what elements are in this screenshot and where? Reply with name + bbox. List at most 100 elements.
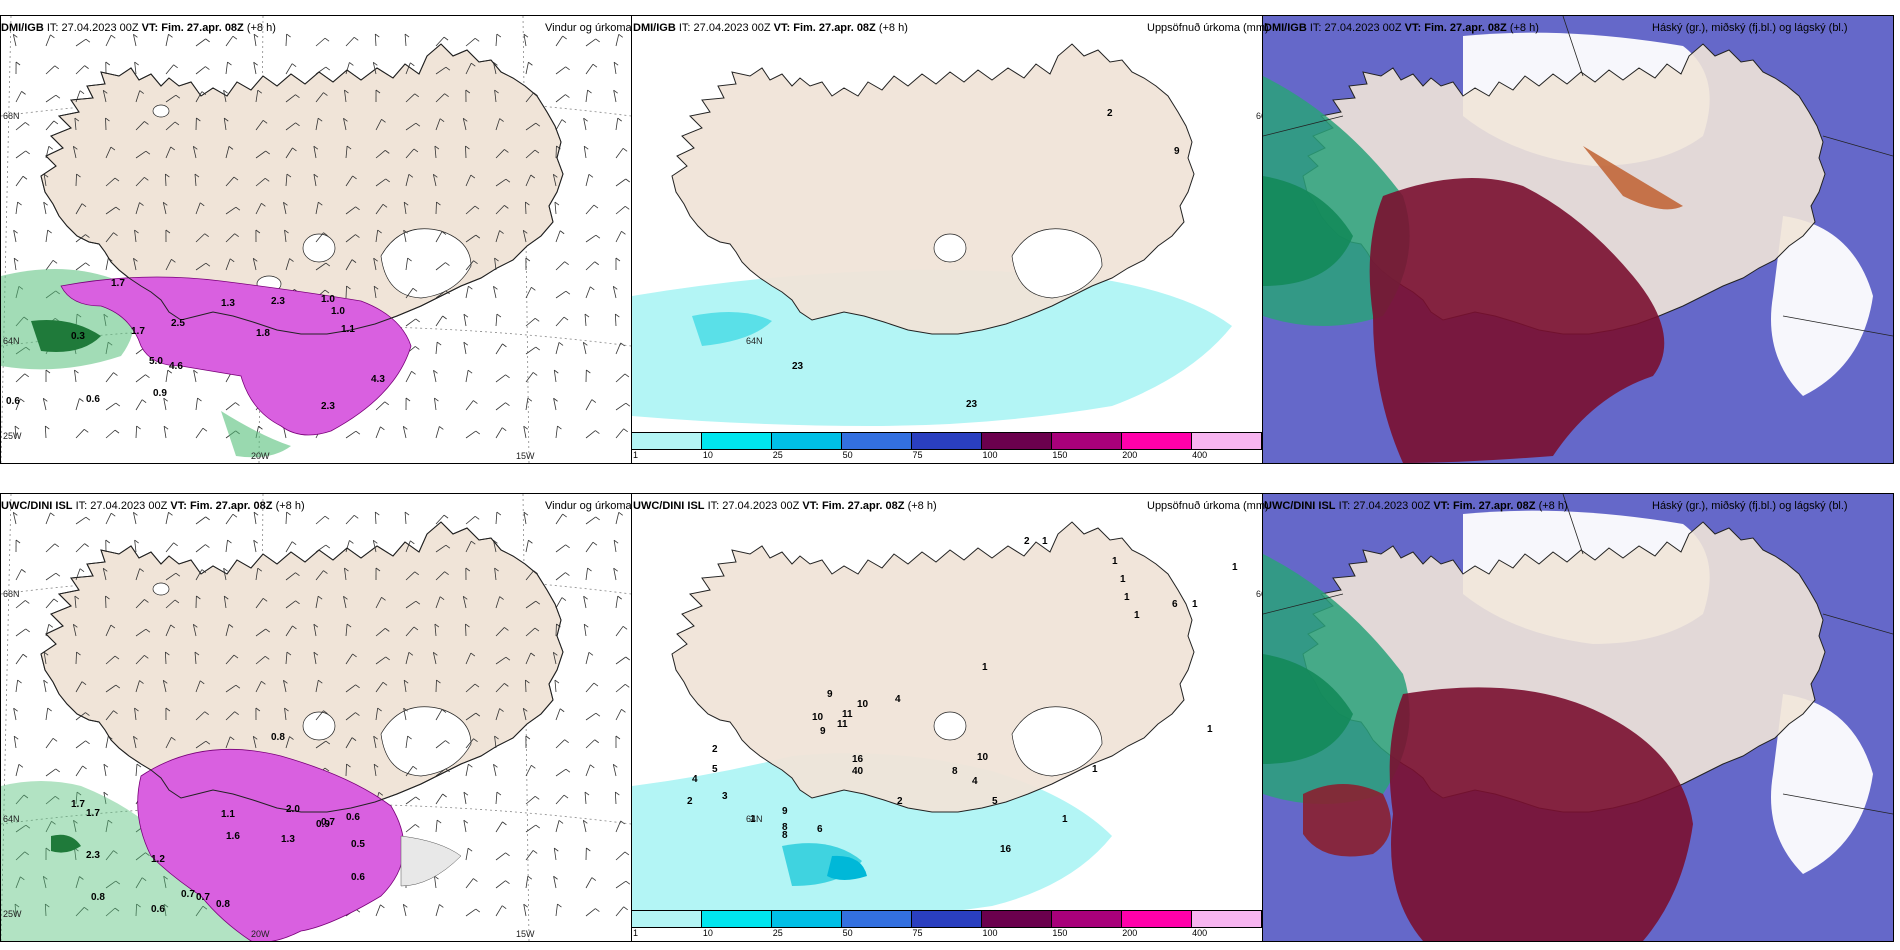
lead-time: (+8 h)	[275, 500, 305, 512]
it-label: IT:	[1309, 22, 1322, 34]
value-label: 8	[952, 766, 958, 777]
value-label: 0.9	[153, 388, 167, 399]
glaciers	[933, 228, 1103, 299]
panel-wind-uwc: 66N 64N 25W 20W 15W 0.8 1.7 1.2 0.7 1.1 2.0 1.3 0.9 0…	[0, 493, 632, 942]
value-label: 1	[1124, 592, 1130, 603]
panel-cloud-uwc	[1262, 493, 1894, 942]
value-label: 4.6	[169, 361, 183, 372]
lead-time: (+8 h)	[246, 22, 276, 34]
vt-label: VT:	[1404, 22, 1422, 34]
lead-time: (+8 h)	[1538, 500, 1568, 512]
vt-value: Fim. 27.apr. 08Z	[821, 500, 905, 512]
lon-label: 20W	[251, 929, 270, 939]
vt-value: Fim. 27.apr. 08Z	[189, 500, 273, 512]
value-label: 1	[982, 662, 988, 673]
vt-label: VT:	[141, 22, 159, 34]
panel-wind-dmi: 66N 64N 25W 20W 15W 1.7 1.3 1.7 2.5 2.3 1.8 1.0 1.0 1…	[0, 15, 632, 464]
value-label: 9	[820, 726, 826, 737]
cloud-field	[1263, 494, 1893, 941]
field-title: Vindur og úrkoma	[545, 500, 632, 512]
value-label: 1	[750, 814, 756, 825]
it-value: 27.04.2023 00Z	[1353, 500, 1431, 512]
panel-accum-dmi: 64N 66N 2 9 23 23	[631, 15, 1263, 464]
value-label: 10	[977, 752, 989, 763]
value-label: 4	[972, 776, 978, 787]
value-label: 40	[852, 766, 864, 777]
precip-field	[1, 268, 412, 458]
value-label: 0.7	[181, 889, 195, 900]
value-label: 1	[1134, 610, 1140, 621]
value-label: 1	[1042, 536, 1048, 547]
lat-label: 64N	[746, 336, 763, 346]
cloud-map	[1263, 16, 1893, 463]
value-label: 0.6	[346, 812, 360, 823]
value-label: 1.2	[151, 854, 165, 865]
model-name: DMI/IGB	[633, 22, 676, 34]
lon-label: 15W	[516, 451, 535, 461]
value-label: 16	[852, 754, 864, 765]
panel-header: UWC/DINI ISL IT: 27.04.2023 00Z VT: Fim.…	[633, 500, 937, 512]
value-label: 4.3	[371, 374, 385, 385]
value-label: 2	[897, 796, 903, 807]
value-label: 1	[1207, 724, 1213, 735]
lat-label: 64N	[3, 336, 20, 346]
panel-header: DMI/IGB IT: 27.04.2023 00Z VT: Fim. 27.a…	[1264, 22, 1539, 34]
colorbar-tick-label: 200	[1122, 928, 1138, 938]
value-label: 1	[1062, 814, 1068, 825]
model-name: UWC/DINI ISL	[1264, 500, 1336, 512]
lon-label: 15W	[516, 929, 535, 939]
precip-field	[1, 748, 462, 941]
value-label: 0.3	[71, 331, 85, 342]
value-label: 5.0	[149, 356, 163, 367]
it-label: IT:	[1338, 500, 1351, 512]
colorbar-tick-label: 50	[842, 450, 853, 460]
vt-value: Fim. 27.apr. 08Z	[793, 22, 876, 34]
panel-header: UWC/DINI ISL IT: 27.04.2023 00Z VT: Fim.…	[1, 500, 305, 512]
colorbar-swatch	[1192, 911, 1261, 927]
value-label: 0.9	[316, 819, 330, 830]
colorbar	[631, 910, 1262, 928]
value-label: 23	[966, 399, 978, 410]
value-label: 0.8	[271, 732, 285, 743]
panel-cloud-dmi	[1262, 15, 1894, 464]
value-label: 9	[827, 689, 833, 700]
colorbar-swatch	[702, 911, 772, 927]
vt-label: VT:	[1433, 500, 1450, 512]
it-value: 27.04.2023 00Z	[722, 500, 800, 512]
lead-time: (+8 h)	[907, 500, 937, 512]
value-label: 2.3	[321, 401, 335, 412]
value-label: 11	[837, 719, 848, 730]
value-label: 2.3	[271, 296, 285, 307]
value-label: 1.3	[221, 298, 235, 309]
model-name: DMI/IGB	[1264, 22, 1307, 34]
lat-label: 66N	[1256, 589, 1262, 599]
lead-time: (+8 h)	[1509, 22, 1539, 34]
wind-map	[1, 16, 631, 463]
colorbar-tick-label: 75	[912, 450, 923, 460]
it-value: 27.04.2023 00Z	[90, 500, 168, 512]
glaciers	[933, 706, 1103, 777]
panel-accum-uwc: 64N66N2111111161011991110416402845101611…	[631, 493, 1263, 942]
value-label: 1.1	[221, 809, 235, 820]
field-title: Háský (gr.), miðský (fj.bl.) og lágský (…	[1652, 22, 1848, 34]
colorbar-swatch	[772, 433, 842, 449]
value-label: 8	[782, 830, 788, 841]
value-label: 1.1	[341, 324, 355, 335]
colorbar-tick-label: 150	[1052, 928, 1068, 938]
colorbar-tick-label: 50	[842, 928, 853, 938]
vt-label: VT:	[773, 22, 791, 34]
lat-label: 64N	[3, 814, 20, 824]
boundaries	[1263, 16, 1893, 337]
lat-label: 66N	[3, 589, 20, 599]
value-label: 2	[712, 744, 718, 755]
value-label: 0.6	[6, 396, 20, 407]
boundaries	[1263, 494, 1893, 815]
value-label: 0.8	[216, 899, 230, 910]
lat-label: 66N	[1256, 111, 1262, 121]
value-label: 0.8	[91, 892, 105, 903]
colorbar-swatch	[1192, 433, 1261, 449]
value-label: 10	[857, 699, 869, 710]
value-label: 9	[1174, 146, 1180, 157]
colorbar-tick-label: 1	[633, 450, 639, 460]
it-value: 27.04.2023 00Z	[61, 22, 139, 34]
